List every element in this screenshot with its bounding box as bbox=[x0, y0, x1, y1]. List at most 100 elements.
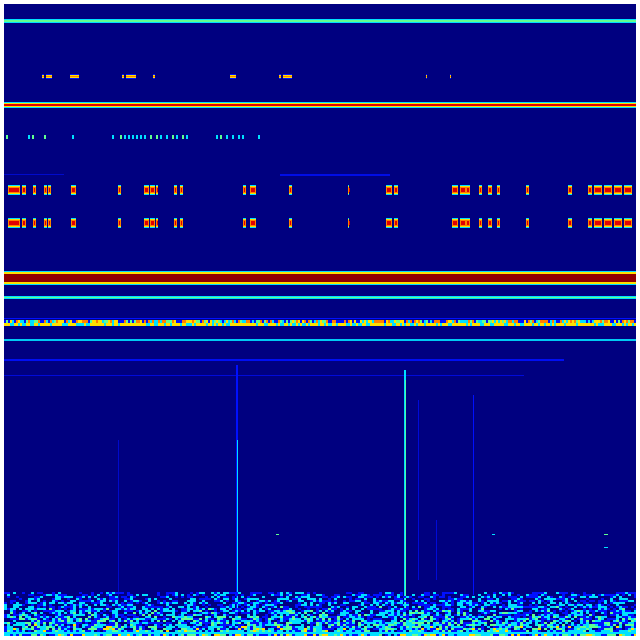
noise-cell bbox=[607, 626, 610, 628]
noise-cell bbox=[568, 616, 571, 618]
noise-cell bbox=[550, 634, 553, 636]
noise-cell bbox=[31, 628, 34, 630]
noise-cell bbox=[616, 628, 619, 630]
noise-cell bbox=[88, 628, 91, 630]
noise-cell bbox=[229, 626, 232, 628]
noise-cell bbox=[124, 634, 127, 636]
noise-cell bbox=[88, 618, 91, 620]
noise-cell bbox=[349, 616, 352, 618]
noise-cell bbox=[470, 320, 472, 323]
noise-cell bbox=[514, 634, 517, 636]
noise-cell bbox=[508, 634, 511, 636]
noise-cell bbox=[391, 610, 394, 612]
noise-cell bbox=[70, 608, 73, 610]
noise-cell bbox=[190, 616, 193, 618]
noise-cell bbox=[22, 618, 25, 620]
noise-cell bbox=[494, 323, 496, 326]
noise-cell bbox=[108, 323, 110, 326]
noise-cell bbox=[187, 620, 190, 622]
noise-cell bbox=[418, 620, 421, 622]
noise-cell bbox=[172, 608, 175, 610]
noise-cell bbox=[499, 596, 502, 598]
noise-cell bbox=[586, 323, 588, 326]
noise-cell bbox=[184, 602, 187, 604]
spectral-block bbox=[625, 188, 631, 192]
noise-cell bbox=[448, 608, 451, 610]
noise-cell bbox=[244, 598, 247, 600]
noise-cell bbox=[577, 624, 580, 626]
noise-cell bbox=[142, 622, 145, 624]
noise-cell bbox=[514, 600, 517, 602]
noise-cell bbox=[433, 626, 436, 628]
noise-cell bbox=[52, 320, 54, 323]
noise-cell bbox=[268, 604, 271, 606]
noise-cell bbox=[514, 630, 517, 632]
noise-cell bbox=[25, 616, 28, 618]
noise-cell bbox=[574, 614, 577, 616]
noise-cell bbox=[397, 630, 400, 632]
noise-cell bbox=[334, 594, 337, 596]
noise-cell bbox=[388, 608, 391, 610]
noise-cell bbox=[100, 604, 103, 606]
noise-cell bbox=[421, 600, 424, 602]
noise-cell bbox=[91, 628, 94, 630]
spectral-block bbox=[181, 188, 182, 192]
noise-cell bbox=[270, 323, 272, 326]
noise-cell bbox=[482, 320, 484, 323]
noise-cell bbox=[553, 614, 556, 616]
noise-cell bbox=[316, 612, 319, 614]
noise-cell bbox=[400, 614, 403, 616]
noise-cell bbox=[205, 634, 208, 636]
noise-cell bbox=[572, 320, 574, 323]
noise-cell bbox=[400, 626, 403, 628]
noise-cell bbox=[565, 614, 568, 616]
noise-cell bbox=[223, 610, 226, 612]
noise-cell bbox=[136, 610, 139, 612]
noise-cell bbox=[278, 320, 280, 323]
noise-cell bbox=[37, 616, 40, 618]
noise-cell bbox=[340, 630, 343, 632]
noise-cell bbox=[358, 320, 360, 323]
noise-cell bbox=[130, 630, 133, 632]
noise-cell bbox=[595, 620, 598, 622]
noise-cell bbox=[187, 634, 190, 636]
noise-cell bbox=[169, 592, 172, 594]
noise-cell bbox=[152, 323, 154, 326]
noise-cell bbox=[49, 604, 52, 606]
noise-cell bbox=[115, 614, 118, 616]
noise-cell bbox=[538, 598, 541, 600]
noise-cell bbox=[286, 323, 288, 326]
noise-cell bbox=[404, 323, 406, 326]
noise-cell bbox=[583, 608, 586, 610]
noise-cell bbox=[7, 616, 10, 618]
noise-cell bbox=[142, 614, 145, 616]
noise-cell bbox=[346, 608, 349, 610]
noise-cell bbox=[514, 606, 517, 608]
noise-cell bbox=[616, 626, 619, 628]
noise-cell bbox=[250, 320, 252, 323]
noise-cell bbox=[562, 620, 565, 622]
noise-cell bbox=[613, 624, 616, 626]
noise-cell bbox=[541, 620, 544, 622]
noise-cell bbox=[304, 320, 306, 323]
noise-cell bbox=[346, 614, 349, 616]
noise-cell bbox=[574, 594, 577, 596]
noise-cell bbox=[61, 624, 64, 626]
noise-cell bbox=[546, 323, 548, 326]
noise-cell bbox=[28, 628, 31, 630]
noise-cell bbox=[121, 596, 124, 598]
noise-cell bbox=[7, 594, 10, 596]
noise-cell bbox=[544, 594, 547, 596]
noise-cell bbox=[619, 596, 622, 598]
noise-cell bbox=[68, 320, 70, 323]
noise-cell bbox=[373, 628, 376, 630]
noise-cell bbox=[19, 616, 22, 618]
noise-cell bbox=[151, 634, 154, 636]
noise-cell bbox=[316, 624, 319, 626]
noise-cell bbox=[106, 606, 109, 608]
noise-cell bbox=[61, 596, 64, 598]
noise-cell bbox=[418, 320, 420, 323]
noise-cell bbox=[559, 628, 562, 630]
noise-cell bbox=[382, 612, 385, 614]
noise-cell bbox=[616, 604, 619, 606]
